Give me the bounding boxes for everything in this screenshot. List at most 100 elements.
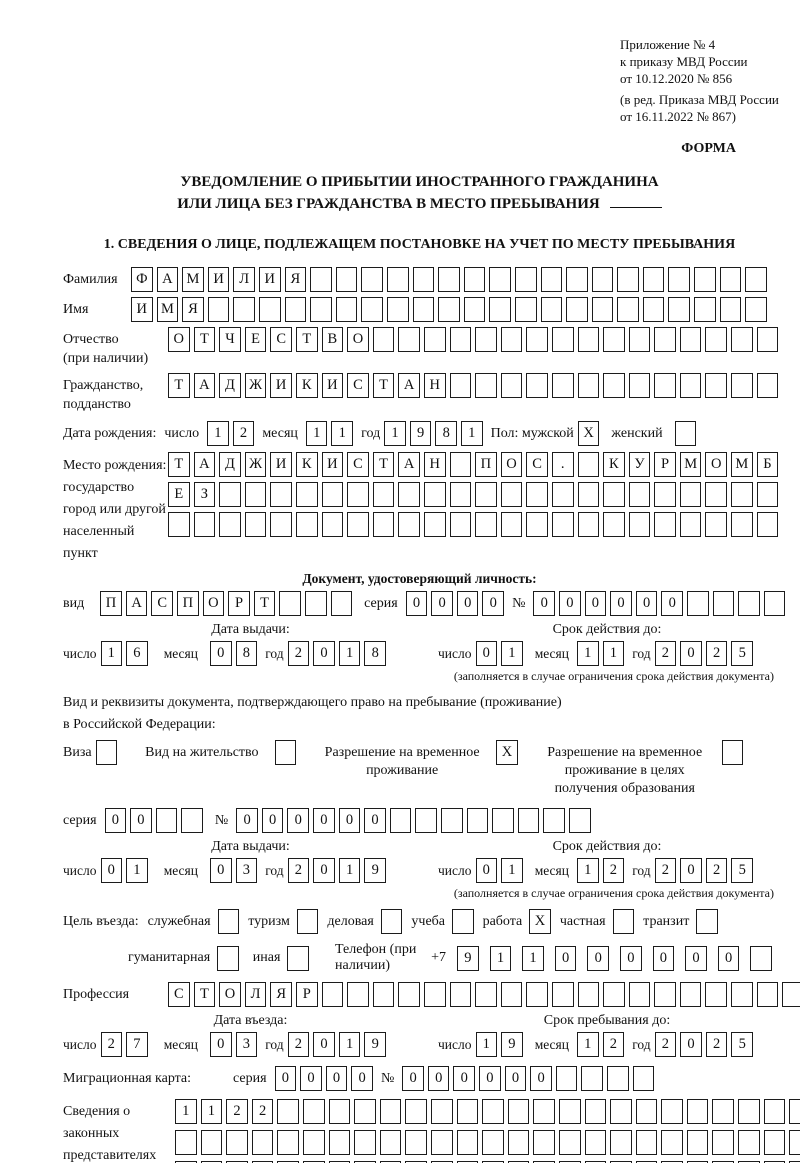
res-valid-label: Срок действия до: xyxy=(552,839,662,854)
char-box xyxy=(405,1161,427,1163)
char-box xyxy=(610,1099,632,1124)
purpose-study-checkbox[interactable] xyxy=(452,909,474,934)
char-box: 0 xyxy=(610,591,632,616)
char-box: 0 xyxy=(236,808,258,833)
char-box xyxy=(500,482,523,507)
char-box: 0 xyxy=(261,808,284,833)
stay-month-label: месяц xyxy=(534,1036,569,1052)
char-box xyxy=(610,1161,632,1163)
char-box: 0 xyxy=(130,808,152,833)
residence-permit-checkbox[interactable] xyxy=(274,740,297,765)
revision-line: (в ред. Приказа МВД России xyxy=(620,92,779,107)
char-box: 0 xyxy=(210,641,232,666)
temp-residence-checkbox[interactable]: X xyxy=(496,740,518,765)
char-box: 1 xyxy=(338,1032,361,1057)
char-box xyxy=(279,591,301,616)
char-box xyxy=(335,297,358,322)
char-box xyxy=(763,1099,786,1124)
char-box: 0 xyxy=(210,1032,232,1057)
purpose-official-checkbox[interactable] xyxy=(217,909,240,934)
char-box: Л xyxy=(233,267,255,292)
temp-residence-education-label: Разрешение на временное проживание в цел… xyxy=(547,745,703,796)
char-box xyxy=(654,327,676,352)
char-box xyxy=(328,1161,351,1163)
char-box xyxy=(712,1161,735,1163)
purpose-transit-checkbox[interactable] xyxy=(696,909,718,934)
char-box: 0 xyxy=(533,591,556,616)
purpose-other-checkbox[interactable] xyxy=(287,945,309,971)
char-box xyxy=(430,1161,453,1163)
temp-residence-education-checkbox[interactable] xyxy=(721,740,744,765)
char-box xyxy=(558,1161,581,1163)
char-box: 2 xyxy=(100,1032,123,1057)
char-box xyxy=(304,591,327,616)
char-box xyxy=(731,327,753,352)
char-box xyxy=(642,297,665,322)
purpose-work-checkbox[interactable]: X xyxy=(529,909,551,934)
res-issue-year-label: год xyxy=(265,862,284,878)
visa-checkbox[interactable] xyxy=(95,740,118,765)
representatives-field-row3[interactable] xyxy=(175,1161,800,1163)
char-box xyxy=(321,982,344,1007)
char-box: 0 xyxy=(274,1066,297,1091)
purpose-private-checkbox[interactable] xyxy=(612,909,635,934)
purpose-business-checkbox[interactable] xyxy=(380,909,403,934)
birth-place-field-row3[interactable] xyxy=(168,512,782,537)
purpose-humanitarian-checkbox[interactable] xyxy=(217,945,239,971)
char-box xyxy=(347,482,369,507)
sex-female-checkbox[interactable] xyxy=(674,421,697,446)
patronymic-label-line2: (при наличии) xyxy=(63,351,149,366)
char-box xyxy=(756,482,779,507)
char-box: 0 xyxy=(338,808,361,833)
temp-residence-label: Разрешение на временное проживание xyxy=(324,745,480,778)
purpose-tourism-checkbox[interactable] xyxy=(296,909,319,934)
representatives-field-row2[interactable] xyxy=(175,1130,800,1155)
char-box xyxy=(763,1130,786,1155)
char-box: И xyxy=(321,373,344,398)
sex-male-checkbox[interactable]: X xyxy=(577,421,600,446)
representatives-label: Сведения о законных представителях (роди… xyxy=(63,1099,175,1163)
char-box xyxy=(654,482,676,507)
char-box: О xyxy=(202,591,225,616)
char-box: 1 xyxy=(522,945,544,971)
char-box: М xyxy=(182,267,204,292)
char-box xyxy=(591,297,614,322)
